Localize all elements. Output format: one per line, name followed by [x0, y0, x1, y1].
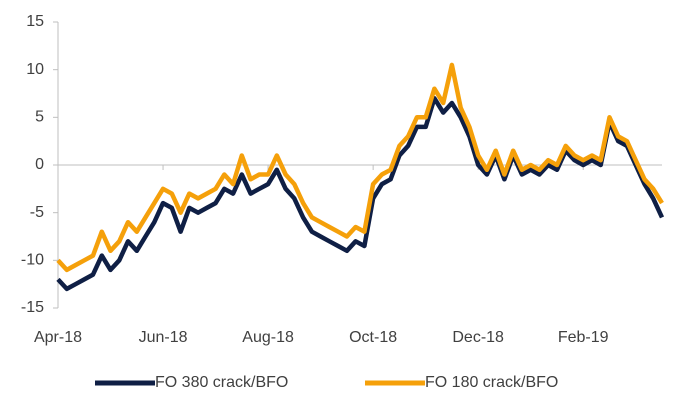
legend-label: FO 180 crack/BFO	[425, 374, 558, 391]
x-tick-label: Dec-18	[452, 329, 504, 346]
y-tick-label: -5	[30, 204, 44, 221]
x-tick-label: Oct-18	[349, 329, 397, 346]
y-tick-label: -10	[21, 252, 44, 269]
series-line	[56, 96, 665, 292]
legend-label: FO 380 crack/BFO	[155, 374, 288, 391]
x-tick-label: Feb-19	[558, 329, 609, 346]
x-tick-label: Apr-18	[34, 329, 82, 346]
y-tick-label: -15	[21, 299, 44, 316]
y-tick-label: 10	[26, 61, 44, 78]
x-tick-label: Aug-18	[242, 329, 294, 346]
y-tick-label: 15	[26, 13, 44, 30]
x-tick-label: Jun-18	[139, 329, 188, 346]
y-tick-label: 5	[35, 109, 44, 126]
series-line	[56, 62, 664, 273]
y-tick-label: 0	[35, 156, 44, 173]
